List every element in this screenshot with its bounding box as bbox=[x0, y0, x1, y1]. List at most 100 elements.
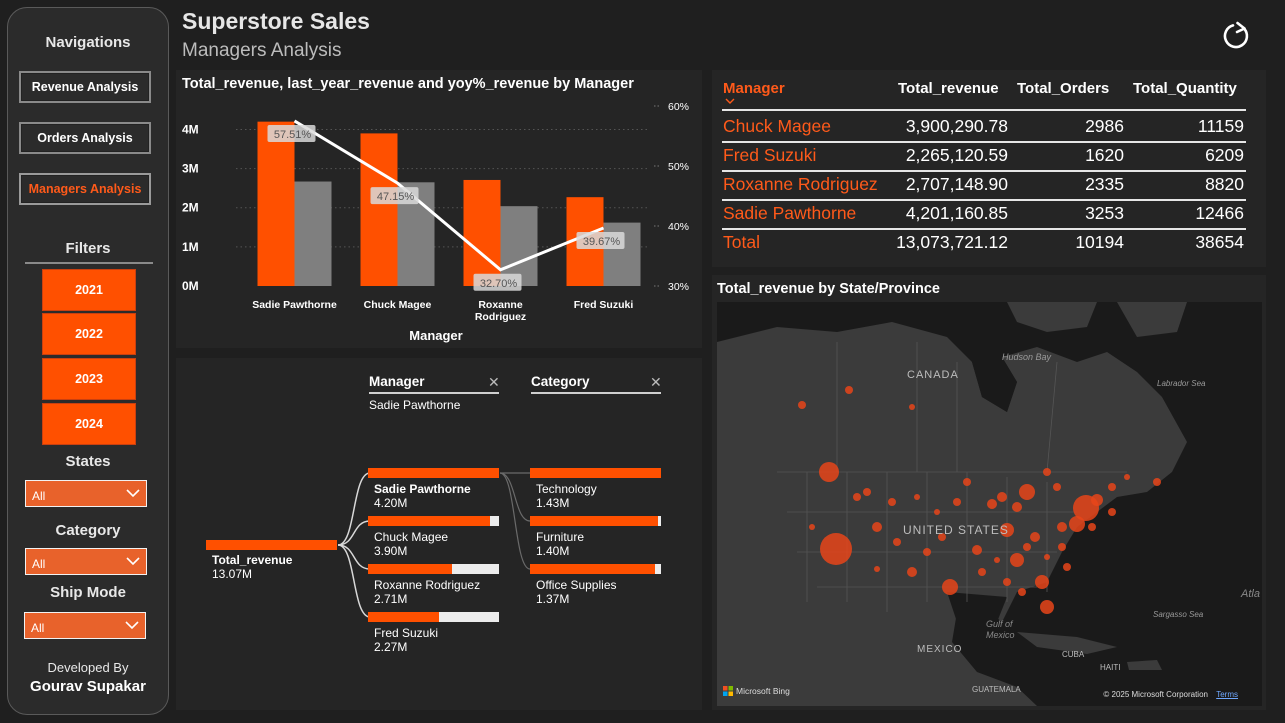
developed-by-label: Developed By bbox=[47, 660, 129, 675]
map-terms-link[interactable]: Terms bbox=[1216, 690, 1238, 699]
decomp-manager-label: Chuck Magee bbox=[374, 530, 449, 544]
year-2022-button[interactable]: 2022 bbox=[42, 313, 136, 355]
total-revenue-bar bbox=[360, 133, 398, 286]
decomp-category-label: Furniture bbox=[536, 530, 585, 544]
map-label-gulf-line2: Mexico bbox=[986, 630, 1015, 640]
yoy-revenue-line bbox=[293, 119, 605, 272]
y-axis-tick-label: 2M bbox=[182, 201, 199, 215]
revenue-cell: 4,201,160.85 bbox=[905, 203, 1008, 223]
decomp-manager-bar[interactable] bbox=[368, 564, 499, 574]
table-header-total-orders[interactable]: Total_Orders bbox=[1017, 80, 1110, 97]
map-label-sargasso: Sargasso Sea bbox=[1153, 610, 1204, 619]
y-axis-tick-label: 3M bbox=[182, 162, 199, 176]
decomp-manager-selected: Sadie Pawthorne bbox=[369, 398, 461, 412]
total-quantity: 38654 bbox=[1195, 232, 1244, 252]
decomp-category-bar[interactable] bbox=[530, 468, 661, 478]
y2-axis-tick-label: 30% bbox=[668, 281, 689, 293]
chevron-down-icon bbox=[126, 489, 140, 498]
orders-analysis-button[interactable]: Orders Analysis bbox=[19, 122, 151, 154]
decomp-category-bar[interactable] bbox=[530, 564, 661, 574]
y-axis-tick-label: 0M bbox=[182, 279, 199, 293]
table-row[interactable]: Sadie Pawthorne 4,201,160.85 3253 12466 bbox=[722, 200, 1246, 229]
table-row-divider bbox=[722, 199, 1246, 201]
quantity-cell: 11159 bbox=[1197, 116, 1244, 136]
y2-axis-tick-label: 50% bbox=[668, 161, 689, 173]
decomp-manager-label: Sadie Pawthorne bbox=[374, 482, 471, 496]
quantity-cell: 8820 bbox=[1205, 174, 1244, 194]
refresh-icon[interactable] bbox=[1220, 20, 1252, 52]
decomp-manager-bar[interactable] bbox=[368, 516, 499, 526]
map-label-haiti: HAITI bbox=[1100, 663, 1120, 672]
table-header-manager[interactable]: Manager bbox=[723, 80, 785, 97]
decomp-manager-value: 2.71M bbox=[374, 592, 408, 606]
year-2021-button[interactable]: 2021 bbox=[42, 269, 136, 311]
map-label-hudson: Hudson Bay bbox=[1002, 352, 1052, 362]
total-revenue-bar bbox=[463, 179, 501, 286]
map-attribution: © 2025 Microsoft Corporation Terms bbox=[1103, 690, 1238, 699]
decomp-root-bar[interactable] bbox=[206, 540, 337, 550]
revenue-analysis-button[interactable]: Revenue Analysis bbox=[19, 71, 151, 103]
states-dropdown-value: All bbox=[32, 489, 46, 503]
decomp-manager-header: Manager bbox=[369, 374, 425, 389]
bing-logo: Microsoft Bing bbox=[723, 686, 790, 696]
developer-name: Gourav Supakar bbox=[30, 678, 146, 695]
table-header-total-quantity[interactable]: Total_Quantity bbox=[1133, 80, 1237, 97]
y2-axis-tick-label: 60% bbox=[668, 101, 689, 113]
manager-cell: Fred Suzuki bbox=[723, 145, 817, 165]
table-header-divider bbox=[722, 109, 1246, 111]
map-label-cuba: CUBA bbox=[1062, 650, 1085, 659]
table-total-row: Total 13,073,721.12 10194 38654 bbox=[722, 229, 1246, 258]
manager-table-panel bbox=[712, 70, 1266, 267]
table-row-divider bbox=[722, 228, 1246, 230]
map-label-gulf: Gulf of Mexico bbox=[986, 619, 1015, 640]
decomp-manager-bar[interactable] bbox=[368, 612, 499, 622]
revenue-map[interactable]: CANADA Hudson Bay Labrador Sea UNITED ST… bbox=[717, 302, 1262, 706]
page-subtitle: Managers Analysis bbox=[182, 40, 342, 61]
states-label: States bbox=[65, 453, 111, 470]
decomp-category-label: Office Supplies bbox=[536, 578, 617, 592]
decomp-connectors bbox=[337, 472, 531, 618]
navigation-title: Navigations bbox=[45, 34, 131, 51]
map-label-gulf-line1: Gulf of bbox=[986, 619, 1014, 629]
states-dropdown[interactable]: All bbox=[25, 480, 147, 507]
last-year-revenue-bar bbox=[500, 206, 538, 286]
table-row[interactable]: Roxanne Rodriguez 2,707,148.90 2335 8820 bbox=[722, 171, 1246, 200]
decomp-root-label: Total_revenue bbox=[212, 553, 293, 567]
table-row[interactable]: Fred Suzuki 2,265,120.59 1620 6209 bbox=[722, 142, 1246, 171]
decomp-category-value: 1.43M bbox=[536, 496, 570, 510]
x-axis-tick-label: Roxanne bbox=[478, 299, 523, 311]
orders-cell: 2335 bbox=[1085, 174, 1124, 194]
close-icon[interactable]: ✕ bbox=[488, 374, 500, 390]
table-row-divider bbox=[722, 170, 1246, 172]
year-2024-button[interactable]: 2024 bbox=[42, 403, 136, 445]
chart-title: Total_revenue, last_year_revenue and yoy… bbox=[182, 76, 634, 92]
ship-mode-label: Ship Mode bbox=[50, 584, 126, 601]
year-2023-button[interactable]: 2023 bbox=[42, 358, 136, 400]
orders-cell: 2986 bbox=[1085, 116, 1124, 136]
sort-descending-icon bbox=[725, 98, 735, 104]
decomp-category-bar[interactable] bbox=[530, 516, 661, 526]
decomp-manager-bar[interactable] bbox=[368, 468, 499, 478]
decomp-root-value: 13.07M bbox=[212, 567, 253, 581]
table-header-total-revenue[interactable]: Total_revenue bbox=[898, 80, 999, 97]
decomp-manager-label: Roxanne Rodriguez bbox=[374, 578, 481, 592]
x-axis-label: Manager bbox=[409, 328, 462, 343]
category-dropdown[interactable]: All bbox=[25, 548, 147, 575]
decomposition-tree-panel bbox=[176, 358, 702, 710]
map-copyright: © 2025 Microsoft Corporation bbox=[1103, 690, 1208, 699]
decomp-manager-value: 2.27M bbox=[374, 640, 408, 654]
decomp-category-value: 1.40M bbox=[536, 544, 570, 558]
decomp-manager-underline bbox=[369, 392, 499, 394]
revenue-cell: 3,900,290.78 bbox=[905, 116, 1008, 136]
ship-mode-dropdown[interactable]: All bbox=[24, 612, 146, 639]
table-row[interactable]: Chuck Magee 3,900,290.78 2986 11159 bbox=[722, 113, 1246, 142]
filters-divider bbox=[25, 262, 153, 264]
bing-label: Microsoft Bing bbox=[736, 686, 790, 696]
map-canvas: CANADA Hudson Bay Labrador Sea UNITED ST… bbox=[717, 302, 1262, 706]
x-axis-tick-label: Fred Suzuki bbox=[574, 299, 634, 311]
decomp-manager-label: Fred Suzuki bbox=[374, 626, 439, 640]
managers-analysis-button[interactable]: Managers Analysis bbox=[19, 173, 151, 205]
orders-cell: 3253 bbox=[1085, 203, 1124, 223]
manager-cell: Sadie Pawthorne bbox=[723, 203, 857, 223]
close-icon[interactable]: ✕ bbox=[650, 374, 662, 390]
